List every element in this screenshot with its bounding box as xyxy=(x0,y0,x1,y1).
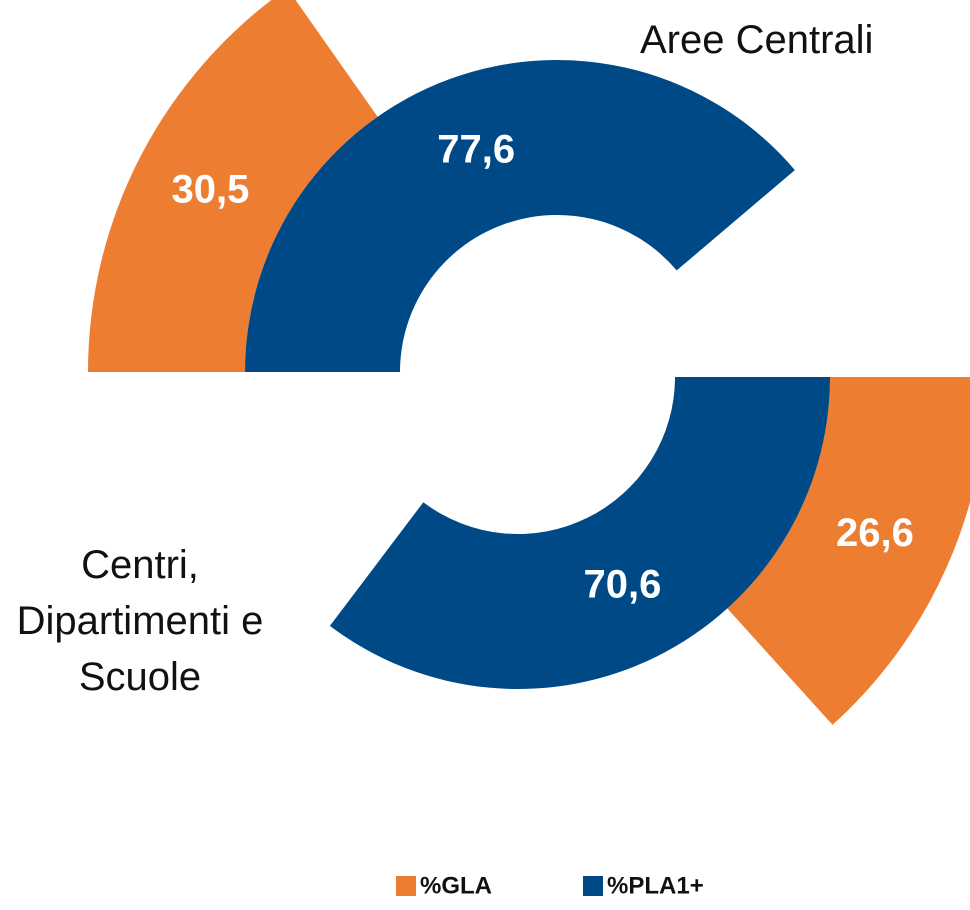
legend-label: %PLA1+ xyxy=(607,872,704,899)
legend-swatch xyxy=(396,876,416,896)
value-label: 70,6 xyxy=(584,562,662,606)
arc-bar xyxy=(727,377,970,725)
category-label: Aree Centrali xyxy=(640,18,874,62)
legend-label: %GLA xyxy=(420,872,492,899)
category-label: Centri, Dipartimenti e Scuole xyxy=(16,543,264,699)
legend-swatch xyxy=(583,876,603,896)
value-label: 77,6 xyxy=(437,127,515,171)
arc-bar xyxy=(245,60,795,373)
arc-bar xyxy=(88,0,378,372)
value-label: 30,5 xyxy=(172,168,250,212)
value-label: 26,6 xyxy=(836,511,914,555)
arc-bar xyxy=(329,377,830,690)
